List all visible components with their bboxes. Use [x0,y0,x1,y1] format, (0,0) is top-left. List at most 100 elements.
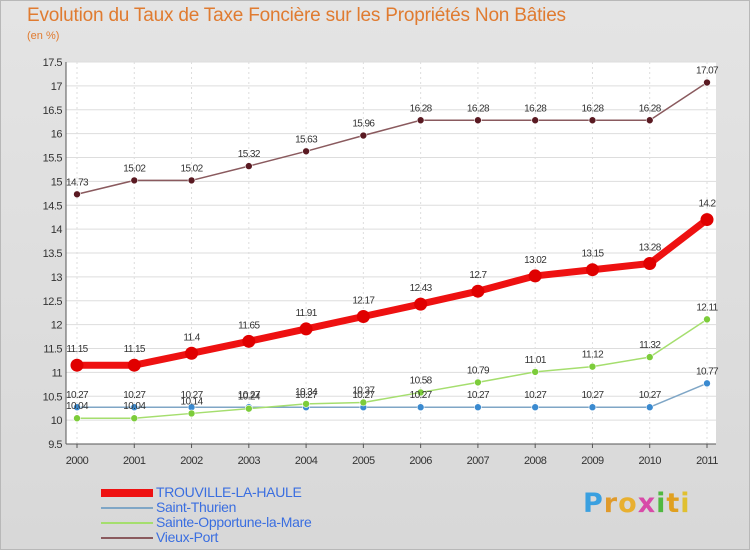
data-label: 13.28 [639,243,662,254]
data-point [585,263,599,277]
x-tick-label: 2008 [524,455,547,467]
x-tick-label: 2005 [352,455,375,467]
legend-label: Saint-Thurien [156,499,237,515]
data-point [474,116,482,125]
y-tick-label: 16.5 [43,105,63,117]
data-label: 15.63 [295,134,318,145]
series-line-0 [77,216,710,369]
data-label: 10.27 [66,390,89,401]
data-point [531,403,539,412]
y-tick-label: 9.5 [48,439,62,451]
y-tick-label: 15 [51,176,63,188]
unit-label: (en %) [27,30,60,42]
data-label: 10.27 [581,390,604,401]
data-point [359,398,368,407]
legend-swatch [101,489,153,497]
data-point [645,353,654,361]
data-label: 10.24 [238,392,261,403]
data-label: 10.79 [467,365,490,376]
data-label: 10.77 [696,366,719,377]
data-label: 10.27 [352,390,375,401]
y-tick-label: 16 [51,129,63,141]
proxiti-logo: Proxiti [583,488,691,519]
data-label: 11.01 [525,355,547,366]
data-label: 11.91 [295,308,317,319]
data-label: 16.28 [524,103,547,114]
data-point [73,414,81,423]
data-label: 16.28 [467,103,490,114]
logo-letter: x [637,488,657,519]
data-label: 10.14 [181,396,204,407]
data-point [130,176,139,185]
series-line-2 [77,318,708,419]
data-point [531,368,539,376]
data-label: 16.28 [410,103,433,114]
x-tick-label: 2003 [238,455,261,467]
data-label: 14.2 [698,199,716,210]
data-point [70,358,84,372]
legend-label: Sainte-Opportune-la-Mare [156,514,312,530]
data-point [356,310,370,324]
data-point [645,116,654,125]
data-label: 10.04 [66,401,89,412]
y-tick-label: 14.5 [43,200,63,212]
data-point [73,403,81,412]
legend-label: Vieux-Port [156,529,219,545]
data-point [588,403,597,412]
logo-letter: i [680,488,691,519]
data-label: 13.02 [524,255,547,266]
y-tick-label: 17.5 [43,57,63,69]
data-point [703,315,711,324]
data-label: 17.07 [696,66,719,77]
x-tick-label: 2004 [295,455,318,467]
data-point [414,297,428,311]
logo-letter: o [618,488,638,519]
data-label: 10.27 [181,390,204,401]
y-tick-label: 13 [51,272,63,284]
data-label: 10.27 [295,390,318,401]
logo-letter: i [656,488,667,519]
data-label: 14.73 [66,177,89,188]
data-label: 15.02 [181,163,204,174]
x-tick-label: 2001 [123,455,146,467]
chart-title: Evolution du Taux de Taxe Foncière sur l… [27,5,566,26]
y-tick-label: 10.5 [43,391,63,403]
data-point [185,346,199,360]
data-point [703,379,711,388]
y-tick-label: 14 [51,224,63,236]
x-tick-label: 2006 [409,455,432,467]
legend-swatch [101,537,153,539]
data-point [187,176,196,185]
data-point [302,147,310,156]
y-tick-label: 13.5 [43,248,63,260]
data-point [242,334,256,348]
x-tick-label: 2011 [696,455,718,467]
data-label: 10.27 [467,390,490,401]
data-point [645,403,654,412]
data-point [187,409,196,418]
data-label: 16.28 [581,103,604,114]
data-label: 12.11 [696,302,718,313]
data-point [416,403,425,412]
y-tick-label: 12.5 [43,296,63,308]
data-point [302,400,310,408]
x-tick-label: 2000 [66,455,89,467]
data-label: 10.27 [123,390,146,401]
data-point [416,116,425,125]
data-label: 16.28 [639,103,662,114]
logo-letter: r [603,488,619,519]
data-label: 11.15 [124,344,146,355]
data-point [531,116,539,125]
series-line-3 [76,81,708,195]
data-label: 15.32 [238,149,261,160]
y-tick-label: 15.5 [43,153,63,165]
series-line-1 [77,382,708,408]
data-label: 11.12 [582,350,604,361]
data-point [359,131,368,140]
data-label: 10.04 [123,401,146,412]
data-label: 11.32 [639,340,661,351]
data-point [474,378,482,387]
data-label: 10.27 [524,390,547,401]
data-label: 10.34 [295,387,318,398]
